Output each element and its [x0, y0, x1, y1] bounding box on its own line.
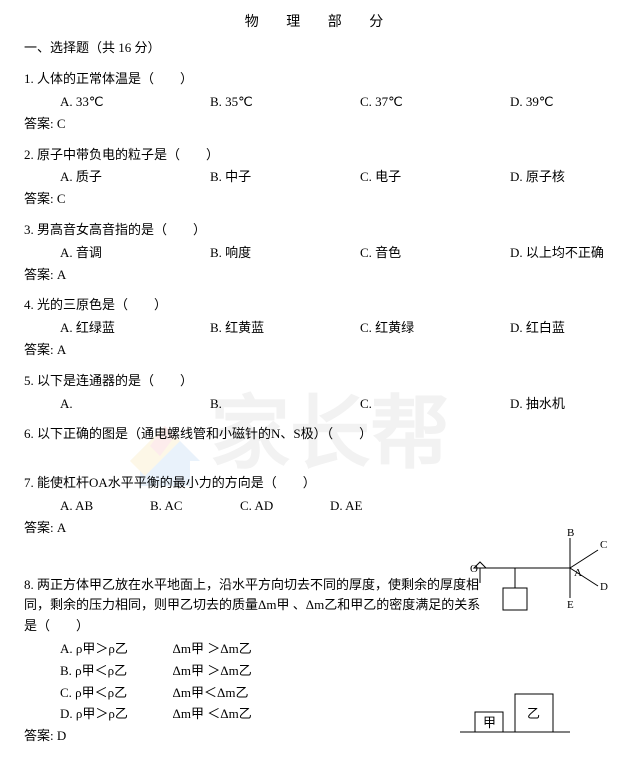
q7-stem: 7. 能使杠杆OA水平平衡的最小力的方向是（ ）: [24, 473, 616, 494]
q8-opt-c: C. ρ甲＜ρ乙 Δm甲＜Δm乙: [60, 683, 486, 704]
q3-answer: 答案: A: [24, 265, 616, 286]
q7-opt-b: B. AC: [150, 496, 240, 517]
q2-stem: 2. 原子中带负电的粒子是（ ）: [24, 145, 616, 166]
q2-opt-b: B. 中子: [210, 167, 360, 188]
q8-opt-a-2: Δm甲 ＞Δm乙: [173, 641, 252, 656]
q1-opt-a: A. 33℃: [60, 92, 210, 113]
q8-options: A. ρ甲＞ρ乙 Δm甲 ＞Δm乙 B. ρ甲＜ρ乙 Δm甲 ＞Δm乙 C. ρ…: [24, 639, 486, 725]
q2-opt-c: C. 电子: [360, 167, 510, 188]
q6-stem: 6. 以下正确的图是（通电螺线管和小磁针的N、S极）（ ）: [24, 424, 616, 445]
q1-opt-b: B. 35℃: [210, 92, 360, 113]
q8-opt-c-1: C. ρ甲＜ρ乙: [60, 683, 170, 704]
q4-options: A. 红绿蓝 B. 红黄蓝 C. 红黄绿 D. 红白蓝: [24, 318, 616, 339]
q5-opt-c: C.: [360, 394, 510, 415]
block-diagram: 甲 乙: [460, 682, 570, 744]
lever-label-d: D: [600, 581, 608, 593]
q1-opt-c: C. 37℃: [360, 92, 510, 113]
q5-opt-a: A.: [60, 394, 210, 415]
q7-opt-a: A. AB: [60, 496, 150, 517]
q8-answer: 答案: D: [24, 726, 486, 747]
q3-options: A. 音调 B. 响度 C. 音色 D. 以上均不正确: [24, 243, 616, 264]
question-3: 3. 男高音女高音指的是（ ） A. 音调 B. 响度 C. 音色 D. 以上均…: [24, 220, 616, 285]
q4-answer: 答案: A: [24, 340, 616, 361]
lever-label-a: A: [574, 567, 582, 579]
question-5: 5. 以下是连通器的是（ ） A. B. C. D. 抽水机: [24, 371, 616, 415]
q7-opt-d: D. AE: [330, 496, 420, 517]
q2-options: A. 质子 B. 中子 C. 电子 D. 原子核: [24, 167, 616, 188]
q5-stem: 5. 以下是连通器的是（ ）: [24, 371, 616, 392]
q4-opt-d: D. 红白蓝: [510, 318, 640, 339]
q5-opt-d: D. 抽水机: [510, 394, 640, 415]
section-header: 一、选择题（共 16 分）: [24, 38, 616, 59]
page-title: 物 理 部 分: [24, 12, 616, 34]
q2-opt-d: D. 原子核: [510, 167, 640, 188]
block-label-right: 乙: [527, 706, 540, 721]
q3-opt-d: D. 以上均不正确: [510, 243, 640, 264]
q4-stem: 4. 光的三原色是（ ）: [24, 295, 616, 316]
q8-opt-a-1: A. ρ甲＞ρ乙: [60, 639, 170, 660]
q8-opt-d-1: D. ρ甲＞ρ乙: [60, 704, 170, 725]
q8-opt-b-1: B. ρ甲＜ρ乙: [60, 661, 170, 682]
q3-stem: 3. 男高音女高音指的是（ ）: [24, 220, 616, 241]
q1-opt-d: D. 39℃: [510, 92, 640, 113]
question-1: 1. 人体的正常体温是（ ） A. 33℃ B. 35℃ C. 37℃ D. 3…: [24, 69, 616, 134]
q8-opt-b-2: Δm甲 ＞Δm乙: [173, 663, 252, 678]
q7-opt-c: C. AD: [240, 496, 330, 517]
q8-opt-d-2: Δm甲 ＜Δm乙: [173, 706, 252, 721]
q8-opt-d: D. ρ甲＞ρ乙 Δm甲 ＜Δm乙: [60, 704, 486, 725]
q4-opt-b: B. 红黄蓝: [210, 318, 360, 339]
q4-opt-a: A. 红绿蓝: [60, 318, 210, 339]
q3-opt-b: B. 响度: [210, 243, 360, 264]
lever-label-e: E: [567, 599, 574, 611]
q3-opt-c: C. 音色: [360, 243, 510, 264]
lever-label-c: C: [600, 539, 607, 551]
q5-opt-b: B.: [210, 394, 360, 415]
document-content: 物 理 部 分 一、选择题（共 16 分） 1. 人体的正常体温是（ ） A. …: [24, 12, 616, 747]
question-4: 4. 光的三原色是（ ） A. 红绿蓝 B. 红黄蓝 C. 红黄绿 D. 红白蓝…: [24, 295, 616, 360]
block-label-left: 甲: [483, 715, 496, 730]
q7-options: A. AB B. AC C. AD D. AE: [24, 496, 616, 517]
q1-options: A. 33℃ B. 35℃ C. 37℃ D. 39℃: [24, 92, 616, 113]
q1-answer: 答案: C: [24, 114, 616, 135]
question-6: 6. 以下正确的图是（通电螺线管和小磁针的N、S极）（ ）: [24, 424, 616, 445]
lever-label-b: B: [567, 528, 574, 539]
q5-options: A. B. C. D. 抽水机: [24, 394, 616, 415]
q4-opt-c: C. 红黄绿: [360, 318, 510, 339]
q1-stem: 1. 人体的正常体温是（ ）: [24, 69, 616, 90]
q2-opt-a: A. 质子: [60, 167, 210, 188]
q8-opt-a: A. ρ甲＞ρ乙 Δm甲 ＞Δm乙: [60, 639, 486, 660]
lever-diagram: O A B C D E: [470, 528, 610, 635]
q8-opt-c-2: Δm甲＜Δm乙: [173, 685, 249, 700]
q8-stem: 8. 两正方体甲乙放在水平地面上，沿水平方向切去不同的厚度，使剩余的厚度相同，剩…: [24, 575, 486, 637]
q8-opt-b: B. ρ甲＜ρ乙 Δm甲 ＞Δm乙: [60, 661, 486, 682]
q3-opt-a: A. 音调: [60, 243, 210, 264]
q2-answer: 答案: C: [24, 189, 616, 210]
question-2: 2. 原子中带负电的粒子是（ ） A. 质子 B. 中子 C. 电子 D. 原子…: [24, 145, 616, 210]
lever-label-o: O: [470, 563, 478, 575]
